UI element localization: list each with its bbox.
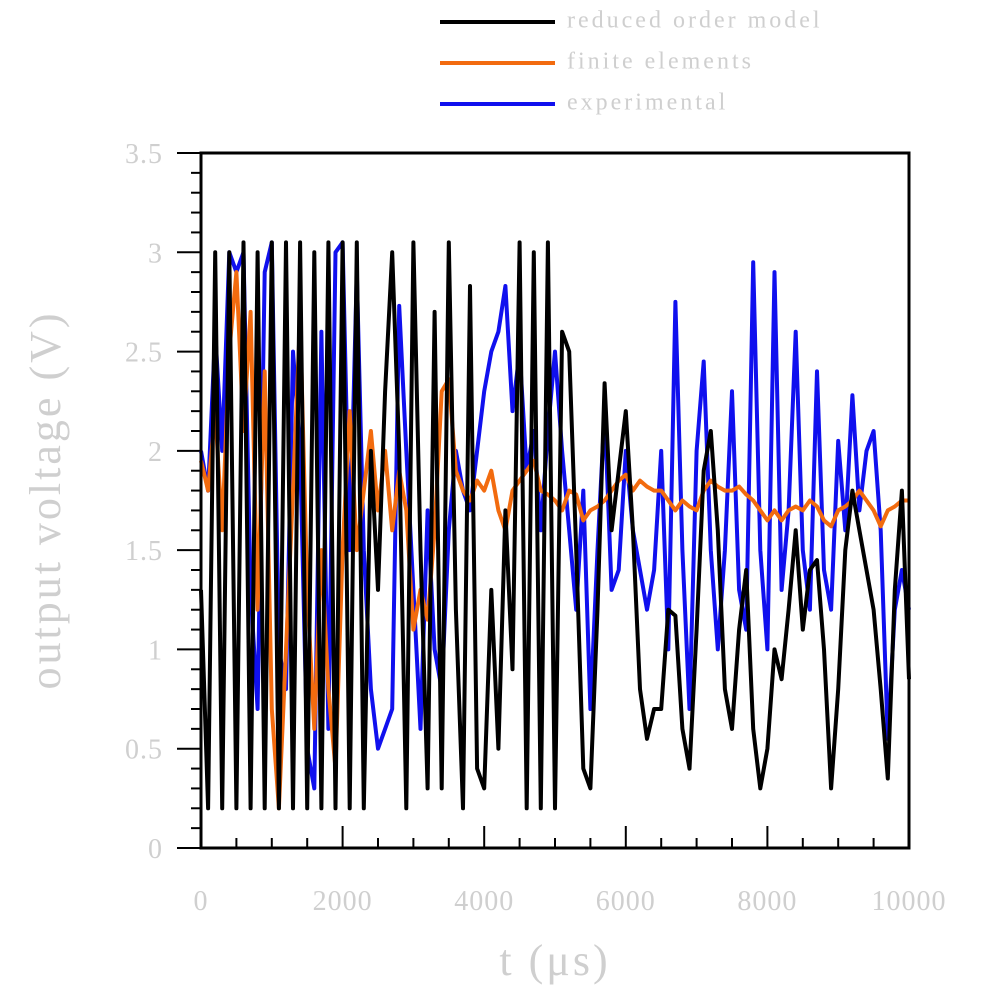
y-tick-label: 0 — [148, 834, 163, 865]
y-tick-label: 3.5 — [125, 139, 163, 170]
y-tick-label: 1.5 — [125, 536, 163, 567]
y-tick-label: 0.5 — [125, 735, 163, 766]
y-tick-label: 2 — [148, 437, 163, 468]
legend-label: experimental — [567, 90, 728, 116]
x-axis-label: t (μs) — [499, 936, 610, 985]
y-tick-label: 3 — [148, 238, 163, 269]
y-tick-label: 2.5 — [125, 338, 163, 369]
x-tick-label: 8000 — [737, 886, 797, 917]
series-line — [199, 240, 911, 811]
x-tick-label: 4000 — [454, 886, 514, 917]
x-tick-label: 2000 — [313, 886, 373, 917]
legend-label: finite elements — [567, 49, 754, 75]
y-axis-label: output voltage (V) — [21, 310, 70, 689]
x-tick-label: 6000 — [596, 886, 656, 917]
legend-label: reduced order model — [567, 8, 823, 34]
y-tick-label: 1 — [148, 635, 163, 666]
plot-frame — [199, 151, 911, 850]
x-tick-label: 0 — [194, 886, 209, 917]
x-tick-label: 10000 — [872, 886, 947, 917]
